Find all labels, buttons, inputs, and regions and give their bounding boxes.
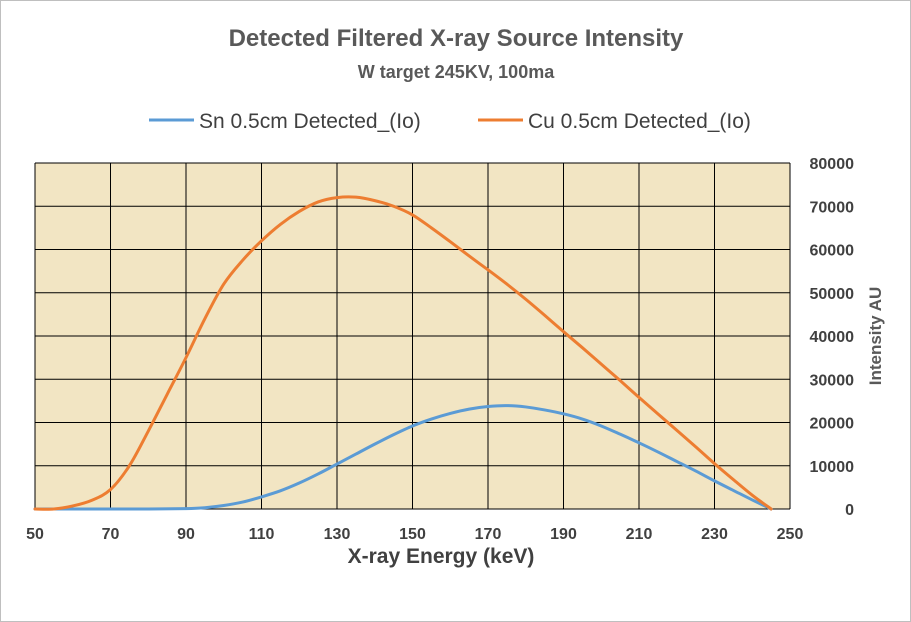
chart-subtitle: W target 245KV, 100ma [358, 62, 555, 82]
y-tick-label: 20000 [810, 416, 855, 433]
series-line-cu [33, 195, 773, 511]
x-tick-label: 170 [475, 526, 502, 543]
y-tick-label: 0 [845, 502, 854, 519]
x-axis-ticks: 50 70 90 110 130 150 170 190 210 230 250 [26, 526, 803, 543]
y-axis-title: Intensity AU [866, 287, 885, 386]
y-tick-label: 40000 [810, 329, 855, 346]
y-tick-label: 80000 [810, 156, 855, 173]
legend-label-sn: Sn 0.5cm Detected_(Io) [199, 110, 421, 133]
y-tick-label: 70000 [810, 199, 855, 216]
x-tick-label: 70 [102, 526, 120, 543]
y-tick-label: 30000 [810, 372, 855, 389]
grid-lines [34, 162, 791, 510]
series-line-sn [33, 404, 773, 511]
x-tick-label: 190 [550, 526, 577, 543]
x-tick-label: 210 [626, 526, 653, 543]
y-axis-ticks: 0 10000 20000 30000 40000 50000 60000 70000 8000… [810, 156, 855, 519]
x-tick-label: 130 [324, 526, 351, 543]
x-tick-label: 110 [249, 526, 275, 543]
x-tick-label: 90 [177, 526, 195, 543]
y-tick-label: 60000 [810, 243, 855, 260]
series-lines [33, 195, 773, 511]
x-tick-label: 150 [399, 526, 426, 543]
chart-title: Detected Filtered X-ray Source Intensity [229, 25, 684, 52]
y-tick-label: 50000 [810, 286, 855, 303]
y-tick-label: 10000 [810, 459, 855, 476]
x-tick-label: 50 [26, 526, 44, 543]
x-tick-label: 230 [701, 526, 728, 543]
x-axis-title: X-ray Energy (keV) [348, 545, 535, 568]
x-tick-label: 250 [777, 526, 804, 543]
legend: Sn 0.5cm Detected_(Io) Cu 0.5cm Detected… [149, 110, 751, 133]
legend-label-cu: Cu 0.5cm Detected_(Io) [528, 110, 751, 133]
